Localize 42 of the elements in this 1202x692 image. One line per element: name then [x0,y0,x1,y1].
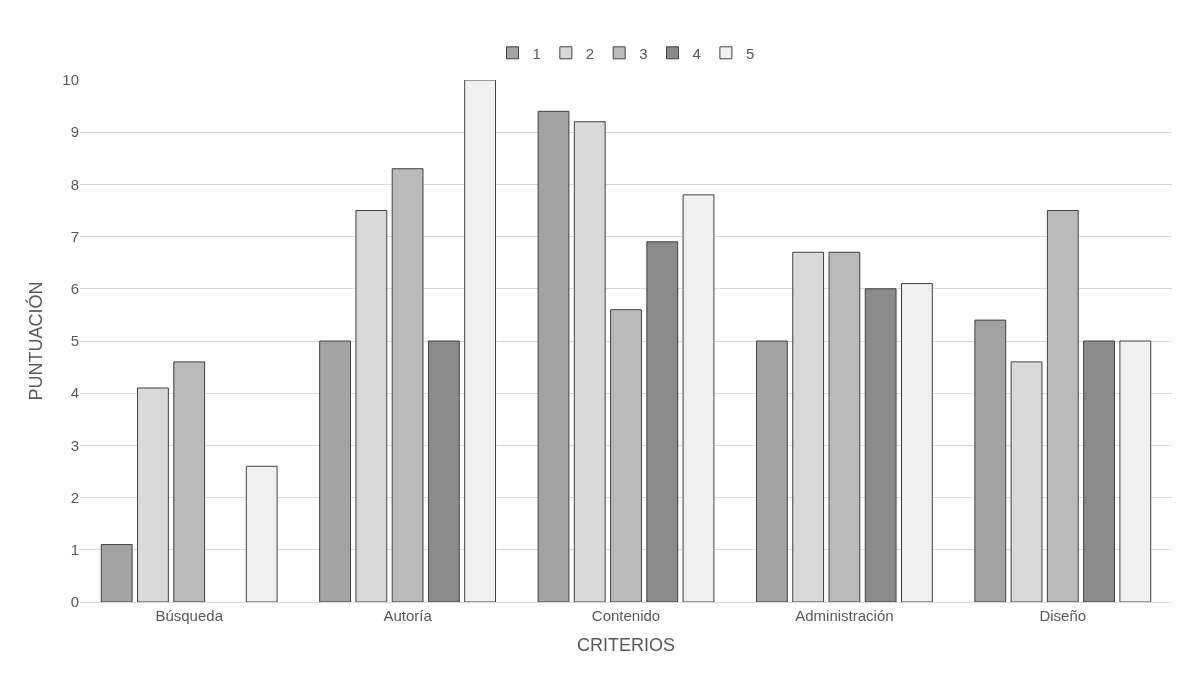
y-tick-label: 10 [62,71,79,89]
y-tick-label: 3 [70,436,79,454]
bar [682,194,715,602]
y-tick-label: 9 [70,123,79,141]
bar [100,544,133,602]
bar [319,340,351,602]
bar [245,465,278,602]
legend-label: 1 [532,44,541,62]
bar [1046,210,1079,602]
bar [427,340,460,602]
y-axis-title: PUNTUACIÓN [24,281,46,401]
bar [864,288,897,602]
bar [1119,340,1152,602]
y-tick-label: 1 [70,541,79,559]
legend-label: 2 [585,44,595,62]
y-tick-label: 7 [70,227,79,245]
bar [974,319,1007,602]
y-tick-label: 6 [70,280,79,298]
x-tick-label: Administración [795,607,894,624]
x-tick-label: Diseño [1039,607,1087,624]
y-tick-label: 4 [70,384,79,402]
bar [646,241,679,602]
y-tick-label: 2 [70,488,79,506]
bar [828,251,861,602]
y-tick-label: 8 [70,175,79,193]
x-tick-label: Autoría [383,607,433,624]
x-axis-title: CRITERIOS [576,635,676,656]
legend-label: 4 [692,44,701,62]
x-tick-label: Contenido [591,607,661,624]
legend-label: 5 [745,44,755,62]
bar [537,110,570,602]
legend-label: 3 [639,44,648,62]
bar [610,309,642,602]
bar [391,168,424,602]
y-tick-label: 0 [70,593,79,611]
bar [464,80,497,602]
y-tick-label: 5 [70,332,79,350]
x-tick-label: Búsqueda [155,607,224,624]
bar [173,361,206,602]
bar [901,283,933,602]
bar [1083,340,1115,602]
bar [755,340,788,602]
